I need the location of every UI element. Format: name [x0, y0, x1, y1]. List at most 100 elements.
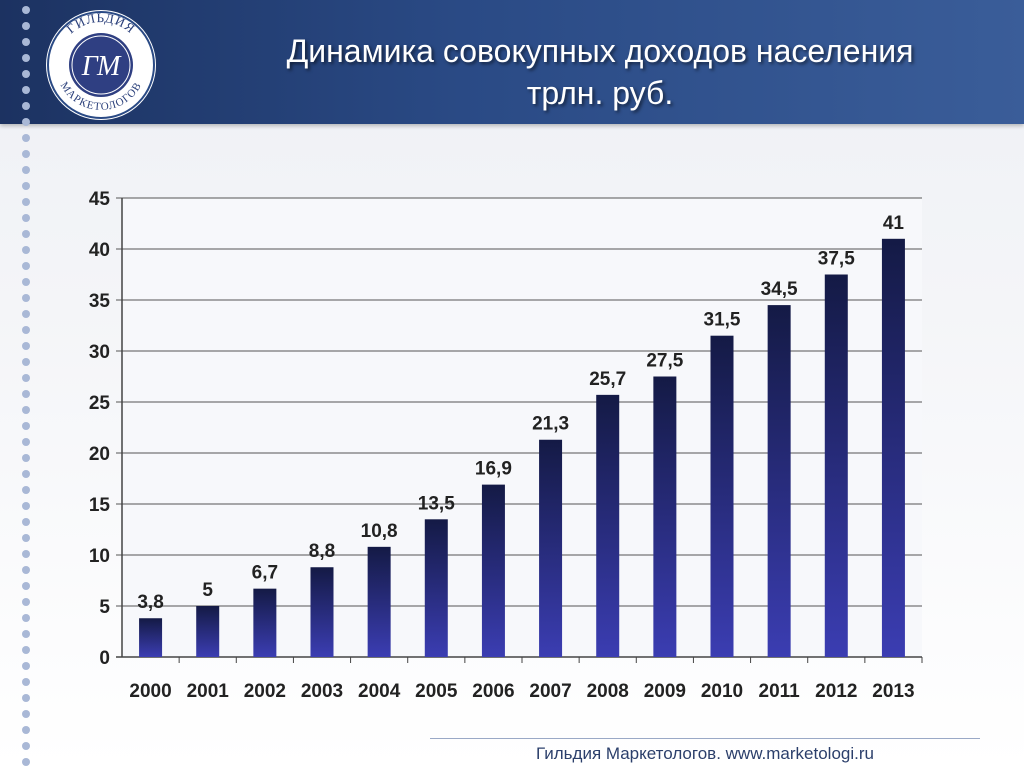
- decorative-dot: [22, 86, 30, 94]
- decorative-dot: [22, 310, 30, 318]
- bar-2009: [653, 376, 677, 657]
- decorative-dot: [22, 214, 30, 222]
- decorative-dot: [22, 614, 30, 622]
- decorative-dot: [22, 438, 30, 446]
- x-tick-label: 2006: [472, 681, 514, 702]
- y-tick-label: 35: [89, 291, 111, 312]
- decorative-dot: [22, 326, 30, 334]
- decorative-dot: [22, 710, 30, 718]
- value-label: 5: [202, 580, 213, 601]
- bar-2003: [310, 567, 334, 657]
- footer-divider: [430, 738, 980, 739]
- title-line-1: Динамика совокупных доходов населения: [286, 33, 914, 69]
- x-tick-label: 2002: [244, 681, 286, 702]
- y-tick-label: 15: [89, 495, 111, 516]
- x-tick-label: 2003: [301, 681, 343, 702]
- header-band: [0, 0, 1024, 124]
- bar-2006: [481, 484, 505, 657]
- bar-2004: [367, 546, 391, 657]
- decorative-dot: [22, 390, 30, 398]
- decorative-dot: [22, 550, 30, 558]
- value-label: 31,5: [704, 310, 741, 331]
- value-label: 13,5: [418, 493, 455, 514]
- decorative-dot: [22, 54, 30, 62]
- x-tick-label: 2008: [587, 681, 629, 702]
- decorative-dot: [22, 278, 30, 286]
- decorative-dot-column: [22, 0, 32, 768]
- decorative-dot: [22, 486, 30, 494]
- decorative-dot: [22, 342, 30, 350]
- decorative-dot: [22, 38, 30, 46]
- value-label: 41: [883, 213, 905, 234]
- x-tick-label: 2000: [129, 681, 171, 702]
- bar-2010: [710, 335, 734, 657]
- x-tick-label: 2005: [415, 681, 458, 702]
- value-label: 27,5: [646, 351, 683, 372]
- footer-credit: Гильдия Маркетологов. www.marketologi.ru: [536, 744, 874, 763]
- y-tick-label: 10: [89, 546, 110, 567]
- x-tick-label: 2010: [701, 681, 743, 702]
- value-label: 21,3: [532, 414, 569, 435]
- decorative-dot: [22, 582, 30, 590]
- decorative-dot: [22, 598, 30, 606]
- decorative-dot: [22, 566, 30, 574]
- decorative-dot: [22, 518, 30, 526]
- decorative-dot: [22, 246, 30, 254]
- value-label: 34,5: [761, 279, 798, 300]
- title-line-2: трлн. руб.: [526, 75, 674, 111]
- value-label: 37,5: [818, 249, 855, 270]
- bar-2008: [596, 394, 620, 657]
- y-tick-label: 40: [89, 240, 110, 261]
- page-title: Динамика совокупных доходов населения тр…: [200, 30, 1000, 114]
- logo-monogram: ГМ: [81, 51, 122, 82]
- decorative-dot: [22, 470, 30, 478]
- decorative-dot: [22, 406, 30, 414]
- value-label: 16,9: [475, 459, 512, 480]
- bar-2005: [424, 519, 448, 657]
- x-tick-label: 2009: [644, 681, 686, 702]
- decorative-dot: [22, 742, 30, 750]
- x-tick-label: 2001: [187, 681, 230, 702]
- x-tick-label: 2013: [872, 681, 914, 702]
- decorative-dot: [22, 422, 30, 430]
- value-label: 3,8: [137, 592, 163, 613]
- bar-2012: [824, 274, 848, 657]
- y-tick-label: 5: [99, 597, 110, 618]
- plot-area: [122, 198, 922, 657]
- y-tick-label: 45: [89, 189, 111, 210]
- x-tick-label: 2004: [358, 681, 401, 702]
- guild-logo: ГИЛЬДИЯ МАРКЕТОЛОГОВ ГМ: [46, 10, 156, 120]
- decorative-dot: [22, 726, 30, 734]
- bar-2011: [767, 305, 791, 657]
- decorative-dot: [22, 534, 30, 542]
- decorative-dot: [22, 294, 30, 302]
- decorative-dot: [22, 230, 30, 238]
- value-label: 25,7: [589, 369, 626, 390]
- decorative-dot: [22, 694, 30, 702]
- x-tick-label: 2007: [529, 681, 571, 702]
- value-label: 8,8: [309, 541, 335, 562]
- bar-2002: [253, 588, 277, 657]
- y-tick-label: 30: [89, 342, 110, 363]
- decorative-dot: [22, 374, 30, 382]
- decorative-dot: [22, 182, 30, 190]
- decorative-dot: [22, 662, 30, 670]
- decorative-dot: [22, 166, 30, 174]
- decorative-dot: [22, 502, 30, 510]
- value-label: 10,8: [361, 521, 398, 542]
- decorative-dot: [22, 678, 30, 686]
- decorative-dot: [22, 70, 30, 78]
- x-tick-label: 2011: [759, 681, 801, 702]
- bar-2013: [881, 238, 905, 658]
- decorative-dot: [22, 6, 30, 14]
- y-tick-label: 25: [89, 393, 111, 414]
- decorative-dot: [22, 646, 30, 654]
- bar-2007: [539, 439, 563, 657]
- decorative-dot: [22, 22, 30, 30]
- decorative-dot: [22, 118, 30, 126]
- decorative-dot: [22, 758, 30, 766]
- decorative-dot: [22, 198, 30, 206]
- bar-2001: [196, 606, 220, 657]
- decorative-dot: [22, 262, 30, 270]
